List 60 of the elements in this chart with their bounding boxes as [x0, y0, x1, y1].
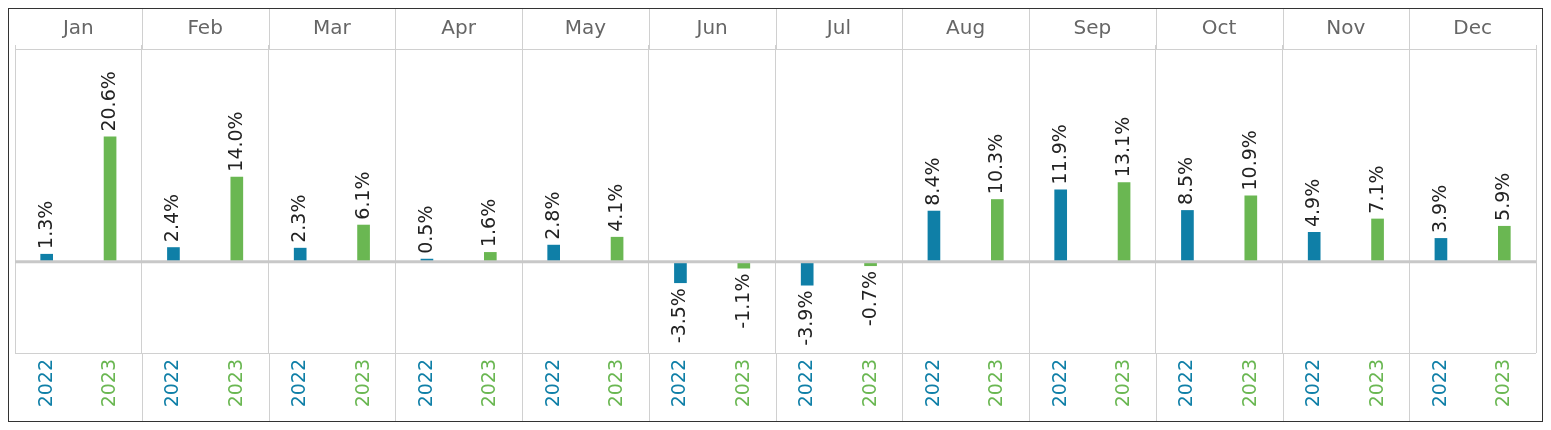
text: 2022 — [1301, 359, 1324, 408]
text: 2022 — [540, 359, 563, 408]
text: 2023 — [604, 359, 626, 408]
data-label: 1.6% — [477, 198, 500, 248]
data-label: 8.4% — [920, 157, 943, 206]
data-label: 20.6% — [97, 71, 119, 132]
data-label: 13.1% — [1111, 116, 1133, 178]
data-label: 8.5% — [1174, 156, 1197, 206]
data-label: 7.1% — [1364, 165, 1387, 214]
x-tick-label: Jan — [60, 15, 94, 40]
data-label: -1.1% — [730, 273, 753, 329]
text: 2022 — [160, 359, 183, 408]
text: 2022 — [1047, 359, 1070, 408]
text: 2023 — [857, 359, 880, 408]
data-label: 10.9% — [1237, 130, 1260, 191]
data-label: 10.3% — [984, 133, 1007, 195]
data-label: 14.0% — [223, 111, 246, 172]
x-tick-label: May — [564, 15, 607, 40]
data-label: -3.9% — [794, 290, 817, 346]
x-tick-label: Dec — [1453, 15, 1492, 40]
data-label: 11.9% — [1047, 124, 1070, 185]
data-label: 1.3% — [33, 200, 56, 249]
data-label: 4.1% — [604, 183, 626, 232]
x-tick-label: Feb — [187, 15, 223, 40]
x-tick-label: Jun — [694, 15, 728, 40]
text: 2022 — [1174, 359, 1197, 408]
data-label: -0.7% — [857, 271, 880, 327]
x-tick-label: Nov — [1326, 15, 1366, 40]
text: 2022 — [413, 359, 436, 408]
text: 2022 — [1427, 359, 1450, 408]
text: 2023 — [477, 359, 500, 408]
x-tick-label: Apr — [441, 15, 477, 40]
text: 2023 — [730, 359, 753, 408]
data-label: 0.5% — [413, 205, 436, 254]
data-label: 4.9% — [1301, 178, 1324, 228]
text: 2023 — [1491, 359, 1514, 408]
data-label: -3.5% — [667, 288, 690, 344]
text: 2022 — [794, 359, 817, 408]
data-label: 2.3% — [287, 194, 310, 243]
text: 2023 — [350, 359, 373, 408]
data-label: 3.9% — [1427, 184, 1450, 234]
text: 2023 — [984, 359, 1007, 408]
text: 2023 — [1111, 359, 1133, 408]
data-label: 2.8% — [540, 191, 563, 240]
x-tick-label: Sep — [1073, 15, 1112, 40]
data-label: 5.9% — [1491, 172, 1514, 221]
text: 2023 — [1237, 359, 1260, 408]
text: 2023 — [97, 359, 119, 408]
data-label: 2.4% — [160, 193, 183, 243]
x-tick-label: Jul — [824, 15, 851, 40]
text: 2022 — [667, 359, 690, 408]
x-tick-label: Mar — [313, 15, 352, 40]
text: 2023 — [223, 359, 246, 408]
text: 2022 — [287, 359, 310, 408]
x-tick-label: Oct — [1201, 15, 1237, 40]
text: 2022 — [33, 359, 56, 408]
text: 2023 — [1364, 359, 1387, 408]
x-tick-label: Aug — [946, 15, 986, 40]
text: 2022 — [920, 359, 943, 408]
data-label: 6.1% — [350, 171, 373, 220]
